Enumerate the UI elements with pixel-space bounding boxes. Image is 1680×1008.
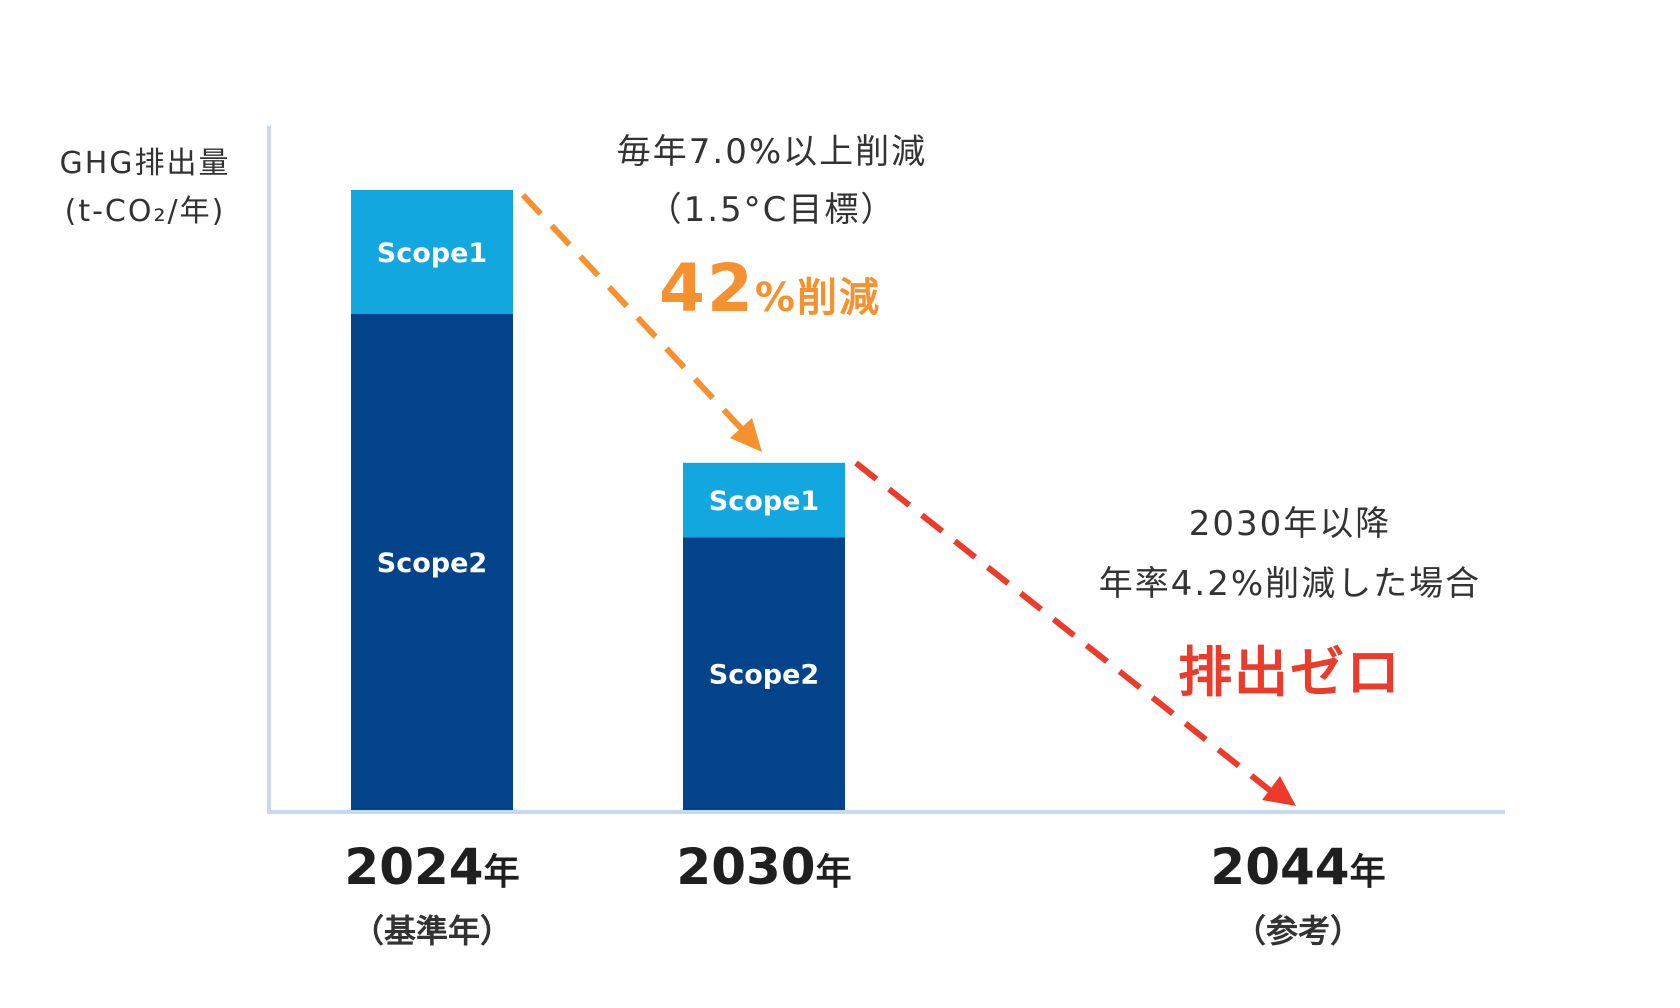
annotation-2030-highlight: 42%削減	[600, 250, 940, 327]
x-label-2024-year: 2024	[344, 838, 484, 896]
x-label-2030-unit: 年	[815, 852, 852, 893]
bar-scope1-0	[351, 190, 513, 314]
annotation-2044-line2: 年率4.2%削減した場合	[1098, 564, 1482, 604]
y-axis-label: GHG排出量	[59, 146, 231, 181]
bar-scope2-0	[351, 314, 513, 810]
bar-scope1-1	[683, 462, 845, 538]
bar-label-scope2-0: Scope2	[377, 548, 487, 579]
x-label-2024: 2024年	[282, 838, 582, 896]
reduction-arrow-2030	[520, 192, 762, 452]
x-label-2030: 2030年	[614, 838, 914, 896]
x-label-2044-unit: 年	[1349, 852, 1386, 893]
y-axis-unit: (t-CO₂/年)	[64, 194, 226, 229]
x-label-2044: 2044年	[1148, 838, 1448, 896]
x-sublabel-2024: （基準年）	[351, 912, 512, 950]
highlight-unit: %削減	[754, 275, 881, 321]
reduction-arrow-2044	[854, 460, 1296, 806]
bars-group: Scope2 Scope1 Scope2 Scope1	[351, 190, 845, 810]
bar-label-scope1-1: Scope1	[709, 486, 819, 517]
annotation-2030-line1: 毎年7.0%以上削減	[616, 132, 928, 172]
annotation-2044-highlight: 排出ゼロ	[1178, 641, 1402, 704]
annotation-2044-line1: 2030年以降	[1188, 504, 1392, 544]
highlight-value: 42	[659, 250, 755, 327]
bar-label-scope1-0: Scope1	[377, 238, 487, 269]
x-sublabel-2044: （参考）	[1233, 912, 1362, 950]
x-label-2030-year: 2030	[676, 838, 816, 896]
x-label-2024-unit: 年	[483, 852, 520, 893]
bar-scope2-1	[683, 537, 845, 810]
annotation-2030-line2: （1.5°C目標）	[647, 190, 897, 230]
x-label-2044-year: 2044	[1210, 838, 1350, 896]
bar-label-scope2-1: Scope2	[709, 660, 819, 691]
